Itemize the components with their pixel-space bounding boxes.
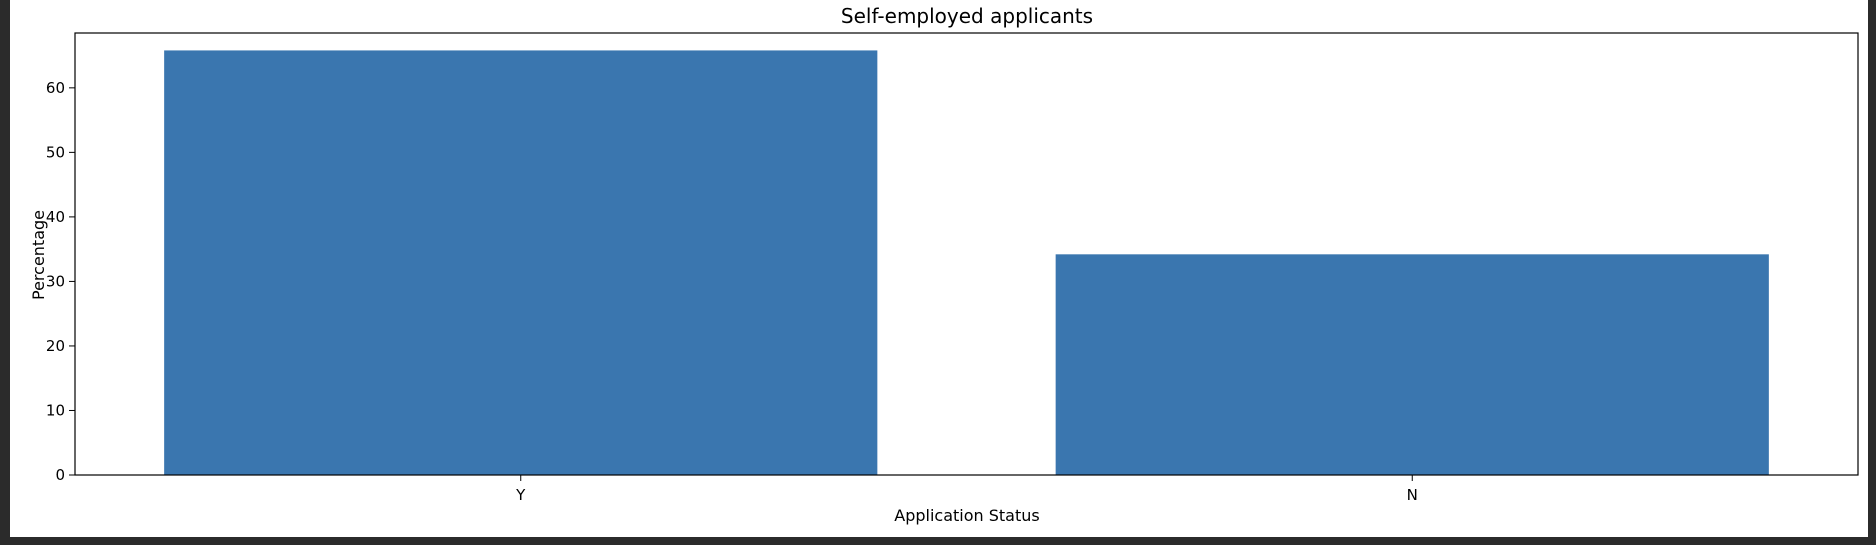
y-tick-label: 60 [46,79,65,97]
chart-title: Self-employed applicants [841,4,1093,28]
y-axis-label: Percentage [29,210,48,300]
y-tick-label: 0 [55,466,65,484]
bar-n [1055,254,1769,475]
chart-figure: Self-employed applicants 0 10 20 30 40 50 60 Y… [10,0,1868,537]
y-tick-label: 20 [46,337,65,355]
x-tick-label: N [1407,486,1418,504]
y-tick-label: 30 [46,272,65,290]
plot-frame [74,32,1859,476]
bars-group [164,50,1769,475]
bar-chart: Self-employed applicants 0 10 20 30 40 50 60 Y… [29,4,1859,525]
x-axis-label: Application Status [894,506,1039,525]
y-tick-label: 50 [46,143,65,161]
bar-y [164,50,878,475]
y-tick-label: 10 [46,401,65,419]
y-tick-label: 40 [46,208,65,226]
y-axis: 0 10 20 30 40 50 60 [46,79,75,484]
x-tick-label: Y [515,486,526,504]
